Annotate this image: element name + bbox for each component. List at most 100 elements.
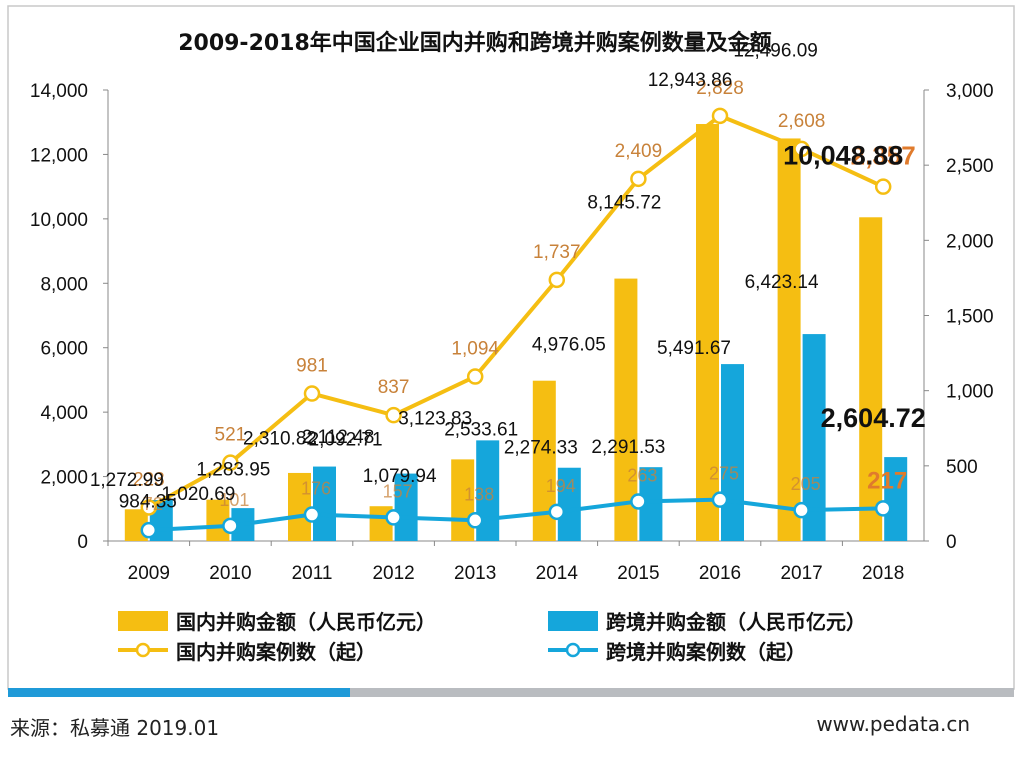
crossborder-count-line <box>148 497 884 533</box>
crossborder-count-label: 176 <box>301 479 331 499</box>
crossborder-amount-bar <box>721 364 744 541</box>
progress-bar-fill <box>8 688 351 697</box>
crossborder-count-point <box>548 503 566 521</box>
domestic-count-point <box>630 170 647 188</box>
chart-title: 2009-2018年中国企业国内并购和跨境并购案例数量及金额 <box>178 30 772 56</box>
crossborder-count-point <box>140 521 158 539</box>
left-axis-tick-label: 4,000 <box>40 403 88 424</box>
domestic-amount-label: 1,079.94 <box>363 466 437 487</box>
progress-bar <box>8 688 1014 697</box>
crossborder-count-point <box>222 517 239 535</box>
crossborder-count-label: 138 <box>464 484 494 504</box>
domestic-count-label: 1,737 <box>533 242 581 263</box>
left-axis-tick-label: 12,000 <box>30 145 88 166</box>
domestic-count-label: 2,409 <box>615 141 663 162</box>
source-note: 来源：私募通 2019.01 <box>10 716 220 740</box>
domestic-count-point <box>548 271 566 289</box>
domestic-count-point <box>222 454 239 471</box>
domestic-amount-bar <box>532 380 556 541</box>
crossborder-count-point <box>711 491 729 508</box>
x-axis-tick-label: 2017 <box>780 563 822 584</box>
domestic-count-label: 521 <box>215 425 247 446</box>
domestic-amount-label: 10,048.88 <box>783 140 903 170</box>
x-axis-tick-label: 2015 <box>617 563 659 584</box>
crossborder-count-label: 263 <box>627 465 657 485</box>
data-labels: 223 521 981 837 1,094 1,737 2,409 2,828 2,608 2,3… <box>90 40 926 514</box>
domestic-amount-bar <box>777 138 801 541</box>
legend-swatch-marker <box>565 642 581 658</box>
domestic-count-label: 223 <box>133 469 165 490</box>
crossborder-amount-label: 2,092.71 <box>309 430 383 451</box>
crossborder-count-point <box>385 509 402 526</box>
domestic-count-label: 837 <box>378 377 410 398</box>
domestic-count-label: 1,094 <box>451 339 499 360</box>
domestic-count-point <box>874 178 892 195</box>
domestic-count-label: 2,357 <box>851 141 916 171</box>
crossborder-amount-bar <box>557 467 581 541</box>
domestic-amount-label: 2,112.48 <box>302 427 375 448</box>
crossborder-amount-label: 2,291.53 <box>591 437 665 458</box>
domestic-amount-bar <box>859 217 883 541</box>
domestic-count-point <box>466 368 484 385</box>
legend-swatch-bar <box>548 611 598 631</box>
crossborder-amount-bar <box>802 334 826 541</box>
crossborder-count-point <box>793 501 810 519</box>
crossborder-amount-label: 2,310.82 <box>243 429 317 450</box>
crossborder-count-label: 275 <box>709 464 739 484</box>
crossborder-count-point <box>303 506 321 523</box>
crossborder-count-label: 157 <box>383 481 413 501</box>
crossborder-amount-bar <box>884 457 908 541</box>
crossborder-count-point <box>874 500 892 517</box>
domestic-count-point <box>793 140 810 158</box>
chart-border <box>7 5 1015 690</box>
domestic-amount-label: 4,976.05 <box>532 335 606 356</box>
legend-label: 跨境并购金额（人民币亿元） <box>606 610 866 634</box>
x-axis-tick-label: 2018 <box>862 563 904 584</box>
crossborder-count-label: 72 <box>143 494 163 514</box>
right-axis-tick-label: 500 <box>946 457 978 478</box>
lines <box>140 107 892 539</box>
crossborder-amount-bar <box>313 466 336 541</box>
left-axis-tick-label: 0 <box>77 532 88 553</box>
crossborder-amount-bar <box>639 467 663 541</box>
domestic-amount-bar <box>696 124 719 541</box>
crossborder-count-point <box>466 512 484 529</box>
left-axis-tick-label: 10,000 <box>30 210 88 231</box>
crossborder-count-label: 217 <box>867 467 907 494</box>
right-axis-tick-label: 3,000 <box>946 81 994 102</box>
x-axis-tick-label: 2016 <box>699 563 741 584</box>
crossborder-amount-label: 6,423.14 <box>745 272 819 293</box>
domestic-amount-label: 984.35 <box>119 491 177 512</box>
domestic-amount-label: 12,496.09 <box>733 40 818 61</box>
left-axis-tick-label: 14,000 <box>30 81 88 102</box>
domestic-amount-bar <box>288 472 311 541</box>
x-axis-tick-label: 2010 <box>209 563 251 584</box>
domestic-count-point <box>385 406 402 424</box>
axes: 0 2,000 4,000 6,000 8,000 10,000 12,000 14,000 0… <box>30 81 994 584</box>
right-axis-tick-label: 2,500 <box>946 156 994 177</box>
legend-swatch-marker <box>135 642 151 658</box>
crossborder-count-label: 205 <box>791 474 821 494</box>
x-axis-tick-label: 2009 <box>128 563 170 584</box>
domestic-amount-label: 12,943.86 <box>648 70 733 91</box>
x-axis-tick-label: 2012 <box>372 563 414 584</box>
crossborder-amount-label: 2,604.72 <box>821 403 926 433</box>
x-axis-tick-label: 2014 <box>536 563 579 584</box>
domestic-amount-bar <box>614 278 638 541</box>
domestic-amount-label: 2,533.61 <box>444 419 518 440</box>
legend-swatch-bar <box>118 611 168 631</box>
left-axis-tick-label: 8,000 <box>40 274 88 295</box>
right-axis-tick-label: 0 <box>946 532 957 553</box>
domestic-count-label: 2,828 <box>696 78 744 99</box>
domestic-amount-label: 1,283.95 <box>196 460 270 481</box>
crossborder-amount-label: 1,272.99 <box>90 470 164 491</box>
domestic-count-point <box>140 499 158 516</box>
bars <box>124 124 908 541</box>
domestic-count-point <box>303 385 321 402</box>
website-link[interactable]: www.pedata.cn <box>816 712 970 736</box>
crossborder-amount-label: 2,274.33 <box>504 438 578 459</box>
legend-label: 国内并购案例数（起） <box>176 640 376 664</box>
domestic-amount-bar <box>206 499 230 541</box>
crossborder-amount-bar <box>394 473 418 541</box>
